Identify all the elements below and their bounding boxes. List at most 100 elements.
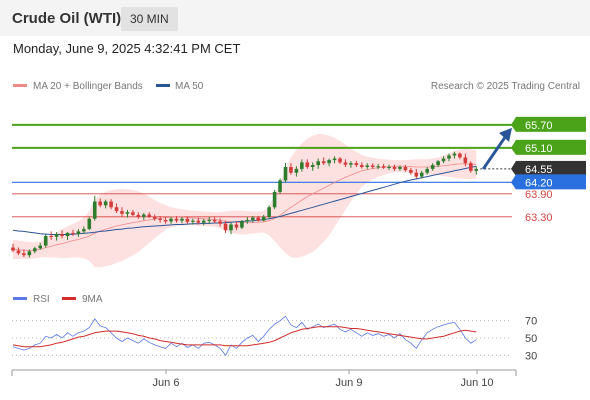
x-tick-label: Jun 10 [460, 377, 493, 389]
credit-label: Research © 2025 Trading Central [431, 81, 580, 92]
candle-body [207, 219, 211, 221]
ma50-line [12, 165, 477, 235]
candle-body [294, 168, 299, 173]
rsi-tick-label: 30 [525, 350, 537, 362]
candle-body [212, 219, 217, 222]
candle-body [376, 166, 380, 168]
candle-body [343, 162, 348, 165]
pivot-level-label: 64.20 [525, 177, 553, 189]
rsi-line [12, 315, 477, 357]
candle-body [365, 165, 370, 167]
target-arrow-head [499, 127, 512, 142]
candle-body [49, 236, 53, 237]
resistance-level-label: 65.70 [525, 120, 553, 132]
rsi-tick-label: 50 [525, 333, 537, 345]
candle-body [27, 251, 32, 256]
candle-body [447, 155, 451, 159]
candle-body [180, 218, 184, 221]
support-level-label: 63.90 [525, 189, 553, 201]
candle-body [92, 201, 97, 219]
ma20-legend-label: MA 20 + Bollinger Bands [33, 81, 143, 92]
candle-body [16, 250, 21, 254]
candle-body [289, 167, 293, 173]
candle-body [147, 214, 152, 217]
rsi-tick-label: 70 [525, 316, 537, 328]
interval-badge[interactable]: 30 MIN [121, 7, 178, 31]
candle-body [349, 163, 353, 165]
candle-body [131, 212, 135, 215]
ma9-legend-swatch [62, 297, 76, 300]
candle-body [251, 217, 255, 220]
candle-body [452, 153, 457, 156]
ma20-line [12, 163, 477, 252]
header-bar: Crude Oil (WTI) 30 MIN [0, 0, 590, 36]
candle-body [283, 167, 288, 181]
candle-body [120, 211, 124, 214]
instrument-title: Crude Oil (WTI) [12, 10, 122, 27]
pivot-level-tag [516, 174, 586, 190]
candle-body [201, 220, 206, 223]
candle-body [316, 161, 320, 166]
candle-body [398, 167, 402, 169]
candle-body [430, 165, 435, 169]
resistance-level-tag-pointer [511, 139, 516, 155]
candle-body [392, 167, 397, 169]
candle-body [474, 168, 479, 171]
candle-body [305, 162, 310, 167]
candle-body [338, 158, 342, 163]
current-level-tag-pointer [511, 160, 516, 176]
candle-body [98, 201, 102, 206]
candle-body [169, 218, 173, 222]
candle-body [381, 166, 386, 168]
resistance-level-label: 65.10 [525, 143, 553, 155]
candle-body [321, 161, 326, 164]
candle-body [87, 218, 92, 230]
candle-body [33, 248, 37, 252]
candle-body [354, 163, 359, 166]
candle-body [425, 168, 429, 173]
candle-body [76, 231, 81, 235]
resistance-level-tag [516, 139, 586, 155]
candle-body [229, 224, 233, 231]
candle-body [234, 224, 239, 228]
candle-body [441, 158, 446, 162]
rsi-ma9-line [12, 326, 477, 348]
candle-body [223, 223, 228, 231]
support-level-label: 63.30 [525, 212, 553, 224]
candle-body [436, 161, 440, 166]
candle-body [469, 163, 473, 171]
candle-body [38, 245, 43, 249]
candle-body [125, 212, 130, 214]
candle-body [163, 219, 168, 222]
target-arrow-shaft [482, 134, 508, 170]
current-level-tag [516, 160, 586, 176]
ma50-legend-swatch [156, 84, 170, 87]
bollinger-band-area [13, 134, 477, 268]
candle-body [82, 229, 86, 232]
candle-body [310, 165, 315, 167]
candle-body [261, 216, 266, 221]
candle-body [109, 201, 113, 208]
candle-body [43, 236, 48, 246]
candle-body [332, 158, 337, 161]
rsi-legend-label: RSI [33, 294, 50, 305]
candle-body [414, 172, 419, 177]
candle-body [174, 218, 179, 221]
candle-body [71, 232, 75, 235]
candle-body [152, 216, 157, 219]
candle-body [419, 172, 424, 177]
candle-body [22, 253, 26, 256]
candle-body [158, 218, 162, 220]
candle-body [54, 234, 59, 237]
candle-body [185, 218, 190, 222]
candle-body [191, 220, 195, 222]
current-level-label: 64.55 [525, 164, 553, 176]
candle-body [403, 167, 408, 171]
rsi-plot: 70 50 30 [12, 315, 537, 362]
candle-body [272, 191, 277, 208]
candle-body [300, 162, 304, 169]
candle-body [256, 217, 261, 221]
ma9-legend-label: 9MA [82, 294, 103, 305]
